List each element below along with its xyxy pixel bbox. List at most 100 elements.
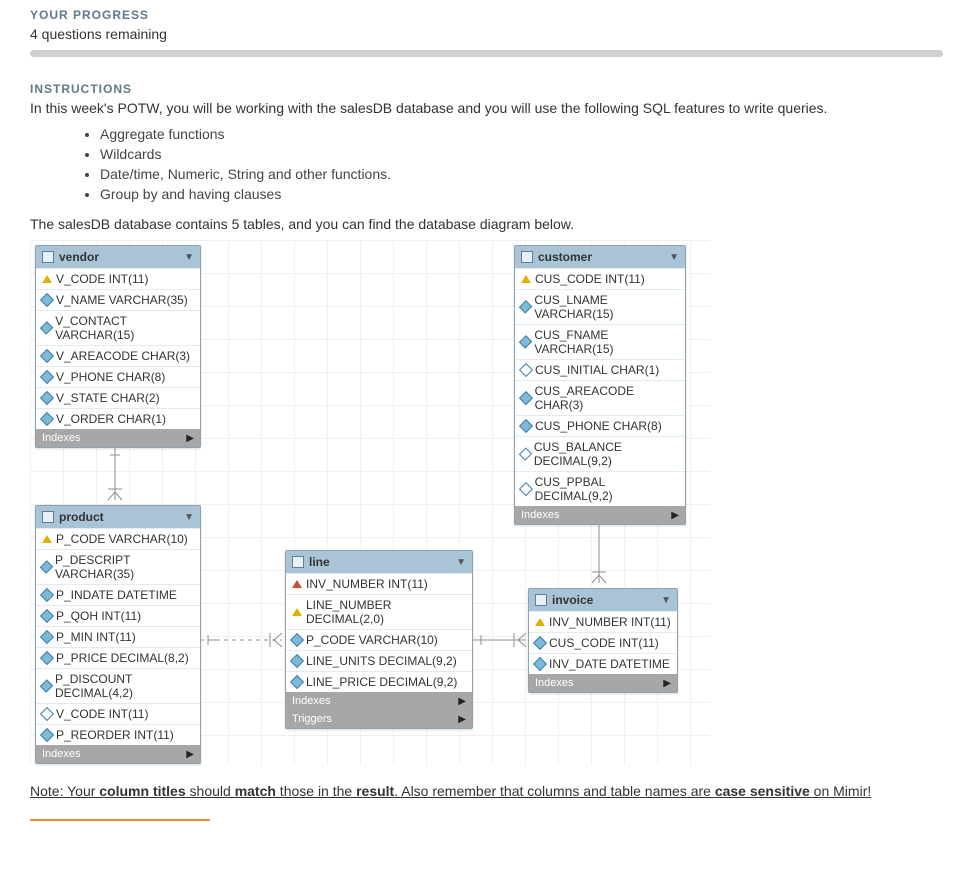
table-header[interactable]: invoice▼ [529, 589, 677, 611]
column-type-icon [519, 447, 532, 460]
column-type-icon [40, 321, 54, 335]
column-type-icon [40, 293, 54, 307]
column-label: CUS_PHONE CHAR(8) [535, 419, 662, 433]
column-label: V_AREACODE CHAR(3) [56, 349, 190, 363]
table-column: CUS_PHONE CHAR(8) [515, 415, 685, 436]
table-icon [42, 511, 54, 523]
questions-remaining: 4 questions remaining [30, 26, 943, 42]
list-item: Group by and having clauses [100, 186, 943, 202]
column-type-icon [40, 412, 54, 426]
column-type-icon [40, 651, 54, 665]
column-label: INV_DATE DATETIME [549, 657, 670, 671]
table-header[interactable]: product ▼ [36, 506, 200, 528]
column-type-icon [521, 275, 531, 283]
expand-icon[interactable]: ▶ [186, 749, 194, 760]
table-column: INV_NUMBER INT(11) [529, 611, 677, 632]
table-title: vendor [59, 250, 99, 264]
table-column: P_CODE VARCHAR(10) [36, 528, 200, 549]
column-type-icon [533, 657, 547, 671]
table-column: CUS_CODE INT(11) [515, 268, 685, 289]
expand-icon[interactable]: ▶ [671, 510, 679, 521]
table-triggers-footer[interactable]: Triggers▶ [286, 710, 472, 728]
column-type-icon [292, 608, 302, 616]
column-label: INV_NUMBER INT(11) [549, 615, 671, 629]
collapse-icon[interactable]: ▼ [184, 512, 194, 523]
collapse-icon[interactable]: ▼ [669, 252, 679, 263]
progress-bar [30, 50, 943, 57]
table-column: CUS_BALANCE DECIMAL(9,2) [515, 436, 685, 471]
table-indexes-footer[interactable]: Indexes▶ [515, 506, 685, 524]
column-label: CUS_INITIAL CHAR(1) [535, 363, 659, 377]
expand-icon[interactable]: ▶ [458, 714, 466, 725]
column-type-icon [40, 679, 53, 692]
table-column: V_STATE CHAR(2) [36, 387, 200, 408]
column-type-icon [533, 636, 547, 650]
column-type-icon [40, 560, 53, 573]
column-type-icon [519, 391, 533, 405]
collapse-icon[interactable]: ▼ [456, 557, 466, 568]
column-type-icon [519, 482, 533, 496]
column-type-icon [40, 707, 54, 721]
expand-icon[interactable]: ▶ [186, 433, 194, 444]
column-label: CUS_PPBAL DECIMAL(9,2) [535, 475, 679, 503]
column-label: CUS_BALANCE DECIMAL(9,2) [534, 440, 679, 468]
table-title: customer [538, 250, 592, 264]
table-column: CUS_FNAME VARCHAR(15) [515, 324, 685, 359]
column-label: P_INDATE DATETIME [56, 588, 177, 602]
column-label: CUS_AREACODE CHAR(3) [535, 384, 679, 412]
table-header[interactable]: vendor ▼ [36, 246, 200, 268]
table-column: CUS_INITIAL CHAR(1) [515, 359, 685, 380]
table-title: product [59, 510, 104, 524]
collapse-icon[interactable]: ▼ [661, 595, 671, 606]
table-column: V_CODE INT(11) [36, 268, 200, 289]
table-header[interactable]: line ▼ [286, 551, 472, 573]
column-type-icon [290, 654, 304, 668]
table-icon [535, 594, 547, 606]
column-label: P_CODE VARCHAR(10) [306, 633, 438, 647]
table-column: P_REORDER INT(11) [36, 724, 200, 745]
table-indexes-footer[interactable]: Indexes▶ [36, 429, 200, 447]
table-indexes-footer[interactable]: Indexes▶ [36, 745, 200, 763]
table-column: P_MIN INT(11) [36, 626, 200, 647]
column-label: V_STATE CHAR(2) [56, 391, 160, 405]
progress-title: YOUR PROGRESS [30, 8, 943, 22]
column-type-icon [519, 335, 533, 349]
column-label: INV_NUMBER INT(11) [306, 577, 428, 591]
collapse-icon[interactable]: ▼ [184, 252, 194, 263]
column-label: LINE_NUMBER DECIMAL(2,0) [306, 598, 466, 626]
table-column: P_DISCOUNT DECIMAL(4,2) [36, 668, 200, 703]
table-column: LINE_NUMBER DECIMAL(2,0) [286, 594, 472, 629]
table-column: CUS_PPBAL DECIMAL(9,2) [515, 471, 685, 506]
table-indexes-footer[interactable]: Indexes▶ [286, 692, 472, 710]
note-line: Note: Your column titles should match th… [30, 783, 943, 799]
column-label: P_DISCOUNT DECIMAL(4,2) [55, 672, 194, 700]
table-title: line [309, 555, 330, 569]
expand-icon[interactable]: ▶ [663, 678, 671, 689]
table-icon [292, 556, 304, 568]
column-label: V_ORDER CHAR(1) [56, 412, 166, 426]
table-column: CUS_CODE INT(11) [529, 632, 677, 653]
column-type-icon [519, 363, 533, 377]
instructions-post: The salesDB database contains 5 tables, … [30, 216, 943, 232]
column-label: P_QOH INT(11) [56, 609, 141, 623]
column-type-icon [40, 588, 54, 602]
column-type-icon [40, 609, 54, 623]
table-column: V_CODE INT(11) [36, 703, 200, 724]
table-icon [42, 251, 54, 263]
column-label: P_CODE VARCHAR(10) [56, 532, 188, 546]
table-column: P_DESCRIPT VARCHAR(35) [36, 549, 200, 584]
table-product: product ▼ P_CODE VARCHAR(10) P_DESCRIPT VAR… [35, 505, 201, 764]
table-column: CUS_LNAME VARCHAR(15) [515, 289, 685, 324]
table-indexes-footer[interactable]: Indexes▶ [529, 674, 677, 692]
column-type-icon [40, 728, 54, 742]
instructions-intro: In this week's POTW, you will be working… [30, 100, 943, 116]
table-column: P_QOH INT(11) [36, 605, 200, 626]
expand-icon[interactable]: ▶ [458, 696, 466, 707]
column-label: LINE_UNITS DECIMAL(9,2) [306, 654, 457, 668]
column-label: LINE_PRICE DECIMAL(9,2) [306, 675, 457, 689]
table-header[interactable]: customer ▼ [515, 246, 685, 268]
table-column: CUS_AREACODE CHAR(3) [515, 380, 685, 415]
column-type-icon [519, 419, 533, 433]
column-type-icon [40, 349, 54, 363]
column-type-icon [290, 633, 304, 647]
